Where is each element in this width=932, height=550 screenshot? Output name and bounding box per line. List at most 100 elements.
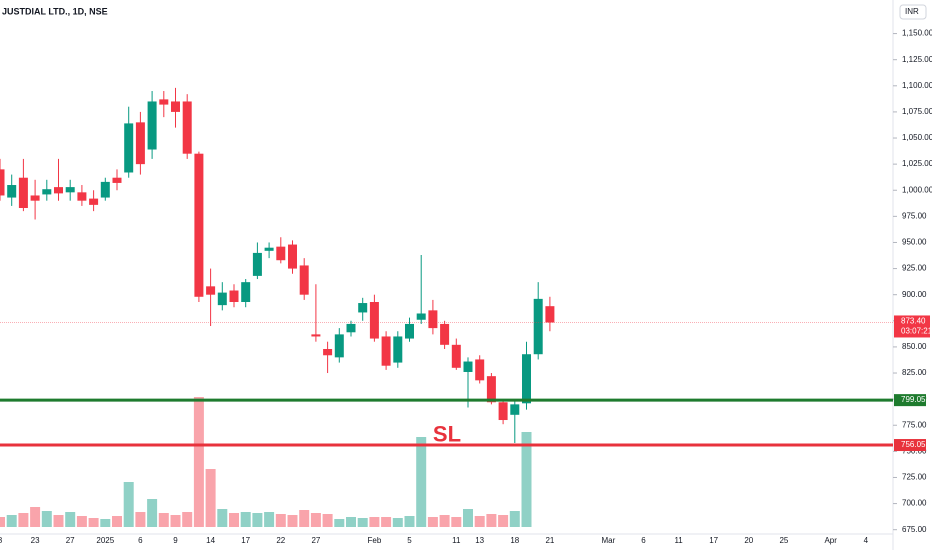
- candle-body: [42, 189, 52, 195]
- x-tick-label: 27: [66, 536, 75, 545]
- candle-body: [0, 169, 5, 196]
- volume-bar: [357, 518, 368, 527]
- volume-bar: [474, 516, 485, 527]
- level-tag: [894, 394, 926, 407]
- x-tick-label: 2025: [96, 536, 114, 545]
- x-tick-label: Feb: [368, 536, 382, 545]
- candle-body: [475, 359, 485, 381]
- candle-body: [381, 336, 391, 366]
- candle-body: [217, 292, 227, 306]
- candle-body: [30, 195, 40, 201]
- candle-body: [311, 334, 321, 337]
- candle-body: [299, 265, 309, 295]
- volume-bar: [135, 512, 146, 527]
- candle-body: [451, 344, 461, 368]
- x-tick-label: 18: [510, 536, 519, 545]
- candle-body: [112, 177, 122, 183]
- x-tick-label: 27: [311, 536, 320, 545]
- candle-body: [89, 198, 99, 205]
- candle-body: [252, 252, 262, 276]
- volume-bar: [416, 437, 427, 527]
- candle-body: [206, 286, 216, 295]
- volume-bar: [112, 516, 122, 527]
- volume-bar: [275, 514, 286, 527]
- volume-bar: [217, 509, 228, 527]
- candle-body: [346, 323, 356, 333]
- volume-bar: [392, 518, 403, 527]
- volume-bar: [100, 519, 111, 527]
- volume-bar: [147, 499, 158, 527]
- candle-body: [405, 323, 414, 339]
- x-tick-label: Apr: [824, 536, 837, 545]
- volume-bar: [346, 517, 356, 527]
- volume-bar: [18, 513, 29, 527]
- volume-bar: [486, 514, 497, 527]
- volume-bar: [252, 513, 263, 527]
- x-tick-label: 20: [744, 536, 753, 545]
- level-label: 799.05: [901, 395, 926, 404]
- volume-bar: [88, 518, 99, 527]
- x-tick-label: 23: [31, 536, 40, 545]
- candle-body: [54, 187, 63, 194]
- volume-bar: [322, 514, 333, 527]
- currency: INR: [905, 7, 919, 16]
- candle-body: [545, 306, 555, 323]
- volume-bar: [310, 513, 321, 527]
- chart-title: JUSTDIAL LTD., 1D, NSE: [2, 6, 108, 16]
- volume-bar: [240, 512, 251, 527]
- volume-bar: [205, 469, 216, 527]
- x-tick-label: 9: [173, 536, 178, 545]
- volume-bar: [182, 512, 193, 527]
- volume-bar: [404, 516, 415, 527]
- volume-bar: [264, 512, 275, 527]
- volume-bar: [498, 515, 509, 527]
- currency-box[interactable]: [899, 4, 927, 20]
- volume-bar: [193, 397, 204, 527]
- volume-bar: [369, 517, 380, 527]
- x-tick-label: 5: [407, 536, 412, 545]
- volume-bar: [0, 517, 5, 527]
- candle-body: [498, 402, 508, 421]
- y-tick-label: 850.00: [902, 342, 927, 351]
- volume-bar: [521, 432, 532, 527]
- y-tick-label: 1,100.00: [902, 81, 932, 90]
- y-tick-label: 1,075.00: [902, 107, 932, 116]
- candle-body: [463, 361, 473, 372]
- x-tick-label: 21: [545, 536, 554, 545]
- volume-bar: [463, 509, 473, 527]
- y-tick-label: 725.00: [902, 473, 927, 482]
- candle-body: [241, 282, 251, 302]
- level-label: 756.05: [901, 440, 926, 449]
- x-tick-label: 22: [276, 536, 285, 545]
- volume-bar: [53, 515, 64, 527]
- volume-bar: [30, 507, 41, 527]
- y-tick-label: 1,050.00: [902, 133, 932, 142]
- volume-bar: [299, 510, 310, 527]
- candle-body: [65, 187, 75, 193]
- volume-bar: [439, 515, 450, 527]
- level-tag: [894, 439, 926, 452]
- volume-bar: [76, 516, 87, 527]
- x-tick-label: 17: [241, 536, 250, 545]
- candle-body: [393, 336, 403, 363]
- candle-body: [276, 246, 286, 261]
- candle-body: [182, 101, 192, 154]
- x-tick-label: 17: [709, 536, 718, 545]
- candle-body: [416, 313, 426, 320]
- x-tick-label: 25: [779, 536, 788, 545]
- countdown: 03:07:21: [901, 327, 932, 336]
- candle-body: [428, 310, 438, 329]
- volume-bar: [287, 515, 298, 527]
- candle-body: [171, 101, 180, 112]
- candle-body: [100, 181, 110, 198]
- volume-bar: [509, 511, 520, 527]
- y-tick-label: 950.00: [902, 238, 927, 247]
- candle-body: [369, 302, 379, 339]
- volume-bar: [334, 519, 345, 527]
- y-tick-label: 900.00: [902, 290, 927, 299]
- candle-body: [147, 101, 157, 150]
- y-tick-label: 1,000.00: [902, 185, 932, 194]
- candle-body: [229, 290, 239, 302]
- candle-body: [77, 192, 87, 201]
